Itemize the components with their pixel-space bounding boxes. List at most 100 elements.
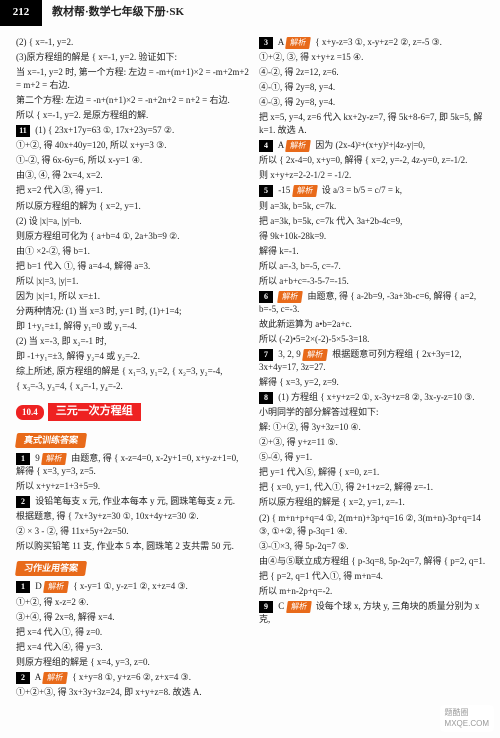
text-line: 把 b=1 代入 ①, 得 a=4-4, 解得 a=3. [16,260,249,273]
answer-text: A [35,672,41,682]
text-line: (2) { x=-1, y=2. [16,36,249,49]
text-line: 因为 |x|=1, 所以 x=±1. [16,290,249,303]
text-line: ⑤-④, 得 y=1. [259,451,492,464]
question-text: { x-y=1 ①, y-z=1 ②, x+z=4 ③. [73,581,188,591]
text-line: 所以原方程组的解为 { x=2, y=1. [16,200,249,213]
question-text: 设铅笔每支 x 元, 作业本每本 y 元, 圆珠笔每支 z 元. [35,496,235,506]
text-line: 得 9k+10k-28k=9. [259,230,492,243]
text-line: 把 { x=0, y=1, 代入①, 得 2+1+z=2, 解得 z=-1. [259,481,492,494]
watermark-line2: MXQE.COM [445,718,489,730]
text-line: 即 1+y₁=±1, 解得 y₁=0 或 y₁=-4. [16,320,249,333]
question-number: 8 [259,392,273,404]
text-line: 由④与⑤联立成方程组 { p-3q=8, 5p-2q=7, 解得 { p=2, … [259,555,492,568]
analysis-tag: 解析 [285,140,311,152]
text-line: 则 a=3k, b=5k, c=7k. [259,200,492,213]
question-line: 3 A 解析 { x+y-z=3 ①, x-y+z=2 ②, z=-5 ③. [259,36,492,49]
text-line: 解: ①+②, 得 3y+3z=10 ④. [259,421,492,434]
analysis-tag: 解析 [285,37,311,49]
answer-text: 9 [35,453,40,463]
question-number: 2 [16,672,30,684]
text-line: 所以 { x=-1, y=2. 是原方程组的解. [16,109,249,122]
analysis-tag: 解析 [42,672,68,684]
text-line: 根据题意, 得 { 7x+3y+z=30 ①, 10x+4y+z=30 ②. [16,510,249,523]
text-line: ①+②+③, 得 3x+3y+3z=24, 即 x+y+z=8. 故选 A. [16,686,249,699]
text-line: ①-②, 得 6x-6y=6, 所以 x-y=1 ④. [16,154,249,167]
content-columns: (2) { x=-1, y=2. (3)原方程组的解是 { x=-1, y=2.… [0,26,500,709]
analysis-tag: 解析 [41,453,67,465]
page-header: 212 教材帮·数学七年级下册·SK [0,0,500,26]
question-number: 1 [16,453,30,465]
text-line: 小明同学的部分解答过程如下: [259,406,492,419]
question-line: 2 A 解析 { x+y=8 ①, y+z=6 ②, z+x=4 ③. [16,671,249,684]
text-line: 把 x=4 代入①, 得 z=0. [16,626,249,639]
text-line: 故此新运算为 a•b=2a+c. [259,318,492,331]
text-line: 把 x=2 代入③, 得 y=1. [16,184,249,197]
question-number: 6 [259,291,273,303]
answer-text: D [35,581,42,591]
text-line: 所以 a+b+c=-3-5-7=-15. [259,275,492,288]
left-column: (2) { x=-1, y=2. (3)原方程组的解是 { x=-1, y=2.… [16,36,249,701]
answer-text: 3, 2, 9 [278,349,301,359]
question-number: 2 [16,496,30,508]
text-line: 解得 { x=3, y=2, z=9. [259,376,492,389]
text-line: 所以 (-2)•5=2×(-2)-5×5-3=18. [259,333,492,346]
text-line: 分两种情况: (1) 当 x=3 时, y=1 时, (1)+1=4; [16,305,249,318]
question-line: 1 9 解析 由题意, 得 { x-z=4=0, x-2y+1=0, x+y-z… [16,452,249,478]
text-line: 解得 k=-1. [259,245,492,258]
answer-text: A [278,37,284,47]
question-text: 设 a/3 = b/5 = c/7 = k, [322,185,402,195]
question-number: 4 [259,140,273,152]
question-line: 4 A 解析 因为 (2x-4)²+(x+y)²+|4z-y|=0, [259,139,492,152]
text-line: 所以 x+y+z=1+3+5=9. [16,480,249,493]
text-line: 把 { p=2, q=1 代入①, 得 m+n=4. [259,570,492,583]
text-line: 则原方程组可化为 { a+b=4 ①, 2a+3b=9 ②. [16,230,249,243]
text-line: ④-①, 得 2y=8, y=4. [259,81,492,94]
text-line: 当 x=-1, y=2 时, 第一个方程: 左边 = -m+(m+1)×2 = … [16,66,249,92]
text-line: (2) 设 |x|=a, |y|=b. [16,215,249,228]
text-line: 把 y=1 代入⑤, 解得 { x=0, z=1. [259,466,492,479]
text-line: 所以 |x|=3, |y|=1. [16,275,249,288]
section-title: 三元一次方程组 [48,403,141,421]
text-line: ①+②, 得 40x+40y=120, 所以 x+y=3 ③. [16,139,249,152]
text-line: (3)原方程组的解是 { x=-1, y=2. 验证如下: [16,51,249,64]
watermark-line1: 题酷圈 [445,707,489,719]
section-header: 10.4 三元一次方程组 [16,403,249,421]
question-text: (1) 方程组 { x+y+z=2 ①, x-3y+z=8 ②, 3x-y-z=… [278,392,474,402]
watermark: 题酷圈 MXQE.COM [440,705,494,732]
question-number: 11 [16,125,30,137]
text-line: 由③, ④, 得 2x=4, x=2. [16,169,249,182]
text-line: 所以 { 2x-4=0, x+y=0, 解得 { x=2, y=-2, 4z-y… [259,154,492,167]
text-line: ③+④, 得 2x=8, 解得 x=4. [16,611,249,624]
question-number: 9 [259,601,273,613]
analysis-tag: 解析 [302,349,328,361]
question-line: 9 C 解析 设每个球 x, 方块 y, 三角块的质量分别为 x 克, [259,600,492,626]
text-line: ④-③, 得 2y=8, y=4. [259,96,492,109]
question-line: 11 (1) { 23x+17y=63 ①, 17x+23y=57 ②. [16,124,249,137]
question-number: 3 [259,37,273,49]
text-line: 把 x=5, y=4, z=6 代入 kx+2y-z=7, 得 5k+8-6=7… [259,111,492,137]
page-title: 教材帮·数学七年级下册·SK [42,5,184,21]
text-line: 把 x=4 代入④, 得 y=3. [16,641,249,654]
section-number: 10.4 [16,405,44,420]
question-text: { x+y-z=3 ①, x-y+z=2 ②, z=-5 ③. [315,37,442,47]
answer-text: -15 [278,185,290,195]
text-line: 把 a=3k, b=5k, c=7k 代入 3a+2b-4c=9, [259,215,492,228]
text-line: 则原方程组的解是 { x=4, y=3, z=0. [16,656,249,669]
question-line: 1 D 解析 { x-y=1 ①, y-z=1 ②, x+z=4 ③. [16,580,249,593]
text-line: 所以购买铅笔 11 支, 作业本 5 本, 圆珠笔 2 支共需 50 元. [16,540,249,553]
text-line: 由① ×2-②, 得 b=1. [16,245,249,258]
question-number: 1 [16,581,30,593]
analysis-tag: 解析 [286,601,312,613]
analysis-tag: 解析 [292,185,318,197]
question-line: 7 3, 2, 9 解析 根据题意可列方程组 { 2x+3y=12, 3x+4y… [259,348,492,374]
text-line: (2) { m+n+p+q=4 ①, 2(m+n)+3p+q=16 ②, 3(m… [259,512,492,538]
answer-text: C [278,601,284,611]
question-text: (1) { 23x+17y=63 ①, 17x+23y=57 ②. [35,125,174,135]
text-line: ③-①×3, 得 5p-2q=7 ⑤. [259,540,492,553]
text-line: 第二个方程: 左边 = -n+(n+1)×2 = -n+2n+2 = n+2 =… [16,94,249,107]
text-line: (2) 当 x=-3, 即 x₂=-1 时, [16,335,249,348]
text-line: ② × 3 - ②, 得 11x+5y+2z=50. [16,525,249,538]
text-line: 综上所述, 原方程组的解是 { x₁=3, y₁=2, { x₂=3, y₂=-… [16,365,249,378]
text-line: 则 x+y+z=2-2-1/2 = -1/2. [259,169,492,182]
question-text: { x+y=8 ①, y+z=6 ②, z+x=4 ③. [72,672,191,682]
